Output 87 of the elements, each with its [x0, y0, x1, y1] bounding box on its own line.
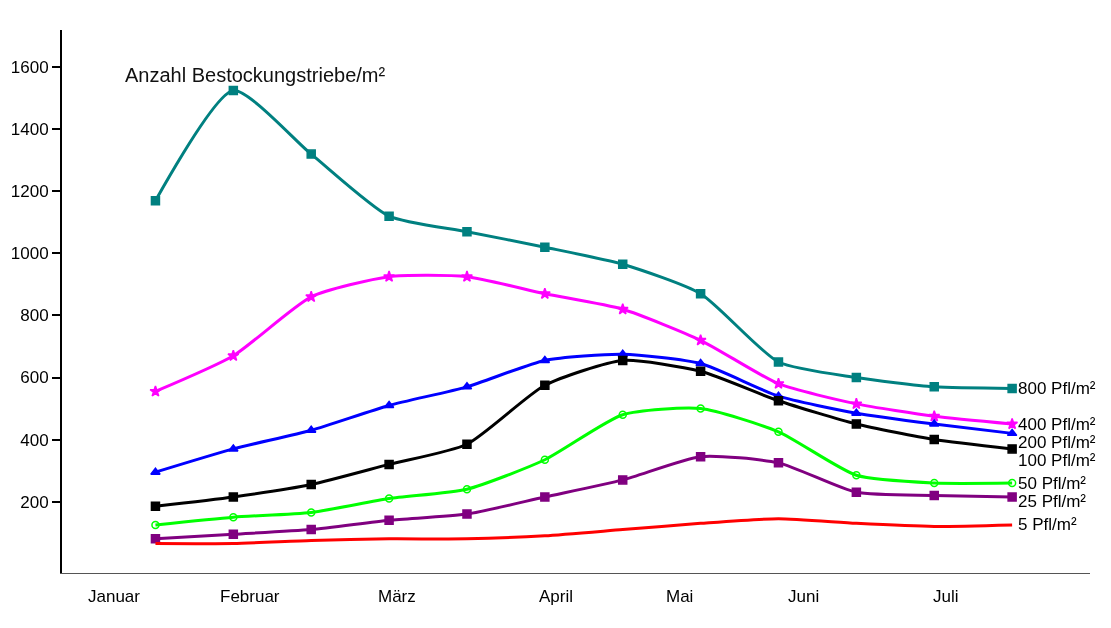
point [150, 195, 161, 206]
point [929, 478, 939, 488]
point [151, 520, 160, 530]
y-tick-label: 1400 [10, 120, 49, 140]
point [1007, 492, 1017, 502]
point [617, 355, 628, 366]
text: Juli [933, 587, 959, 606]
text: Januar [88, 587, 141, 606]
y-tick-label: 600 [20, 368, 49, 388]
y-tick-label: 1600 [10, 58, 49, 78]
point [851, 419, 862, 429]
point [383, 400, 395, 409]
point [773, 458, 784, 468]
point [460, 270, 474, 282]
point [306, 508, 316, 517]
series-label: 100 Pfl/m² [1018, 451, 1096, 470]
point [384, 494, 394, 503]
point [306, 149, 316, 159]
point [617, 475, 628, 485]
point [227, 349, 240, 362]
point [773, 396, 784, 406]
point [150, 467, 161, 475]
point [695, 366, 706, 377]
point [772, 377, 785, 390]
point [851, 487, 862, 498]
y-tick-label: 800 [20, 306, 49, 326]
point [462, 484, 472, 494]
point [383, 270, 396, 282]
point [694, 333, 707, 346]
point [1006, 428, 1018, 437]
point [305, 290, 318, 303]
point [929, 490, 939, 501]
point [228, 529, 239, 539]
point [540, 242, 550, 252]
text: Anzahl Bestockungstriebe/m² [125, 64, 386, 86]
series-label: 800 Pfl/m² [1018, 379, 1096, 398]
point [462, 509, 472, 519]
point [384, 515, 394, 525]
point [539, 355, 551, 364]
point [540, 455, 550, 464]
point [695, 451, 706, 462]
text: Februar [220, 587, 280, 606]
point [540, 380, 550, 391]
point [306, 479, 316, 490]
text: März [378, 587, 416, 606]
point [929, 434, 939, 445]
text: Mai [666, 587, 694, 606]
y-tick-label: 1000 [10, 244, 49, 264]
point [228, 85, 239, 96]
point [695, 358, 706, 367]
point [1007, 444, 1017, 454]
point [149, 385, 162, 397]
point [1007, 478, 1017, 488]
series-label: 200 Pfl/m² [1018, 433, 1096, 452]
point [616, 302, 629, 315]
point [774, 427, 783, 437]
series-label: 50 Pfl/m² [1018, 474, 1087, 493]
point [540, 492, 550, 502]
text: April [539, 587, 574, 606]
point [1007, 383, 1017, 394]
point [773, 357, 784, 367]
point [850, 397, 863, 410]
point [695, 288, 706, 299]
point [928, 409, 941, 422]
y-tick-label: 1200 [10, 182, 49, 202]
y-tick-label: 400 [20, 430, 49, 450]
point [696, 404, 705, 413]
series-label: 25 Pfl/m² [1018, 492, 1087, 511]
point [150, 534, 161, 544]
point [384, 211, 394, 221]
point [617, 259, 628, 270]
y-tick-label: 200 [20, 492, 49, 512]
point [306, 524, 316, 535]
point [618, 410, 627, 419]
point [852, 471, 861, 480]
point [229, 512, 238, 522]
point [228, 492, 239, 502]
point [462, 439, 472, 449]
series-label: 400 Pfl/m² [1018, 415, 1096, 434]
text: Juni [788, 587, 820, 606]
point [462, 226, 472, 237]
point [851, 372, 862, 383]
point [1006, 417, 1019, 430]
point [384, 459, 394, 470]
point [929, 382, 939, 392]
series-label: 5 Pfl/m² [1018, 515, 1077, 534]
point [150, 501, 161, 512]
